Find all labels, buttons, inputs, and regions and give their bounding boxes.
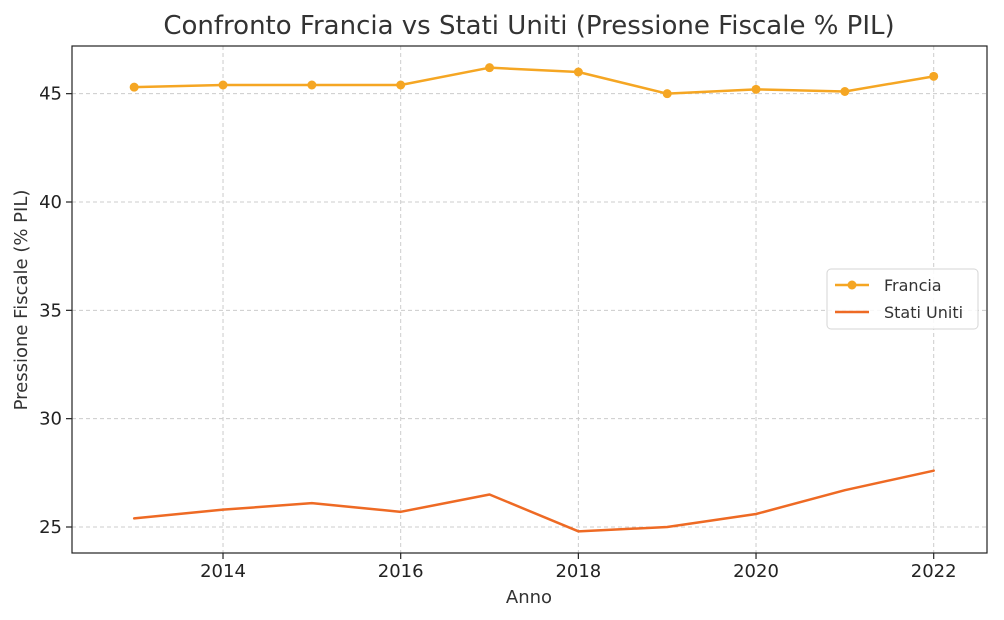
y-tick-label: 25 bbox=[39, 517, 62, 538]
data-point-francia-2019 bbox=[662, 89, 672, 99]
data-point-francia-2013 bbox=[129, 82, 139, 92]
data-point-francia-2018 bbox=[573, 67, 583, 77]
y-tick-label: 40 bbox=[39, 192, 62, 213]
series-line-stati-uniti bbox=[132, 469, 935, 533]
y-tick-label: 45 bbox=[39, 84, 62, 105]
series-line-francia bbox=[132, 66, 935, 95]
legend: Francia Stati Uniti bbox=[826, 268, 979, 330]
data-point-francia-2015 bbox=[307, 80, 317, 90]
data-point-francia-2016 bbox=[396, 80, 406, 90]
data-point-francia-2020 bbox=[751, 84, 761, 94]
y-axis-label: Pressione Fiscale (% PIL) bbox=[11, 190, 32, 411]
legend-label-stati-uniti: Stati Uniti bbox=[884, 303, 963, 322]
data-point-francia-2021 bbox=[840, 87, 850, 96]
x-axis-label: Anno bbox=[506, 587, 552, 608]
x-tick-label: 2018 bbox=[555, 561, 601, 582]
x-tick-label: 2014 bbox=[200, 561, 246, 582]
chart-title: Confronto Francia vs Stati Uniti (Pressi… bbox=[163, 11, 894, 41]
data-point-francia-2014 bbox=[218, 80, 228, 90]
axes bbox=[71, 45, 988, 554]
x-tick-label: 2016 bbox=[378, 561, 424, 582]
data-point-francia-2017 bbox=[485, 63, 495, 73]
ticks: 2014 2016 2018 2020 2022 25 30 35 40 45 bbox=[39, 84, 957, 582]
y-tick-label: 35 bbox=[39, 300, 62, 321]
x-tick-label: 2022 bbox=[911, 561, 957, 582]
y-tick-label: 30 bbox=[39, 409, 62, 430]
data-point-francia-2022 bbox=[929, 71, 939, 81]
legend-label-francia: Francia bbox=[884, 276, 942, 295]
plot-frame bbox=[71, 45, 988, 554]
legend-marker-francia bbox=[847, 280, 857, 290]
x-tick-label: 2020 bbox=[733, 561, 779, 582]
series-layer bbox=[129, 63, 939, 533]
